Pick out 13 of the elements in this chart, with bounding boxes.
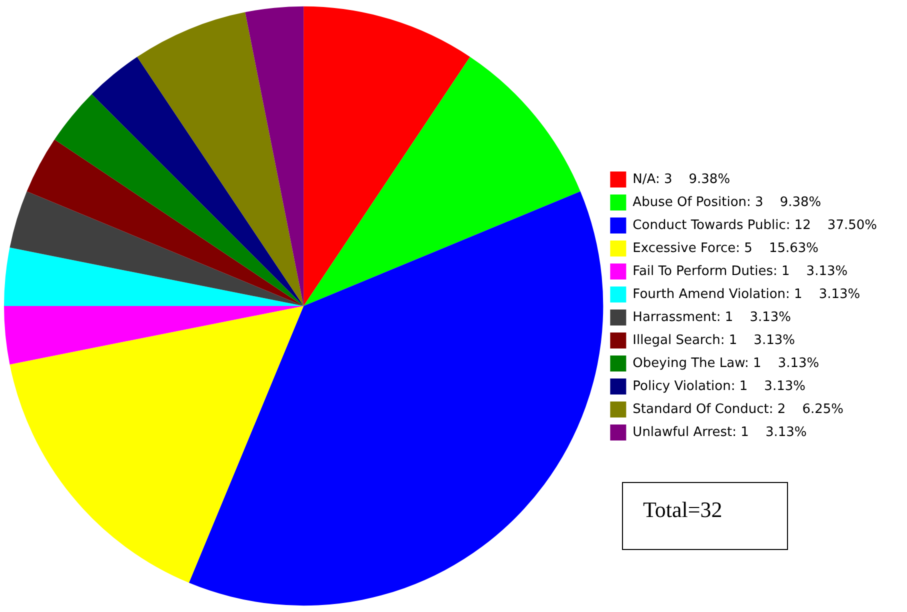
legend-label: Fail To Perform Duties: 1 3.13% <box>632 264 848 279</box>
legend-label: Conduct Towards Public: 12 37.50% <box>632 218 878 233</box>
legend-label: N/A: 3 9.38% <box>632 172 730 187</box>
legend-label: Illegal Search: 1 3.13% <box>632 332 795 348</box>
legend-label: Fourth Amend Violation: 1 3.13% <box>632 286 860 302</box>
legend-label: Standard Of Conduct: 2 6.25% <box>632 402 844 417</box>
text: Total=32 <box>622 482 788 550</box>
legend-label: Unlawful Arrest: 1 3.13% <box>632 424 807 440</box>
legend-label: Obeying The Law: 1 3.13% <box>632 356 820 371</box>
legend-label: Abuse Of Position: 3 9.38% <box>632 194 822 210</box>
legend-label: Harrassment: 1 3.13% <box>632 310 792 325</box>
legend-label: Excessive Force: 5 15.63% <box>632 240 819 256</box>
legend-label: Policy Violation: 1 3.13% <box>632 378 806 394</box>
